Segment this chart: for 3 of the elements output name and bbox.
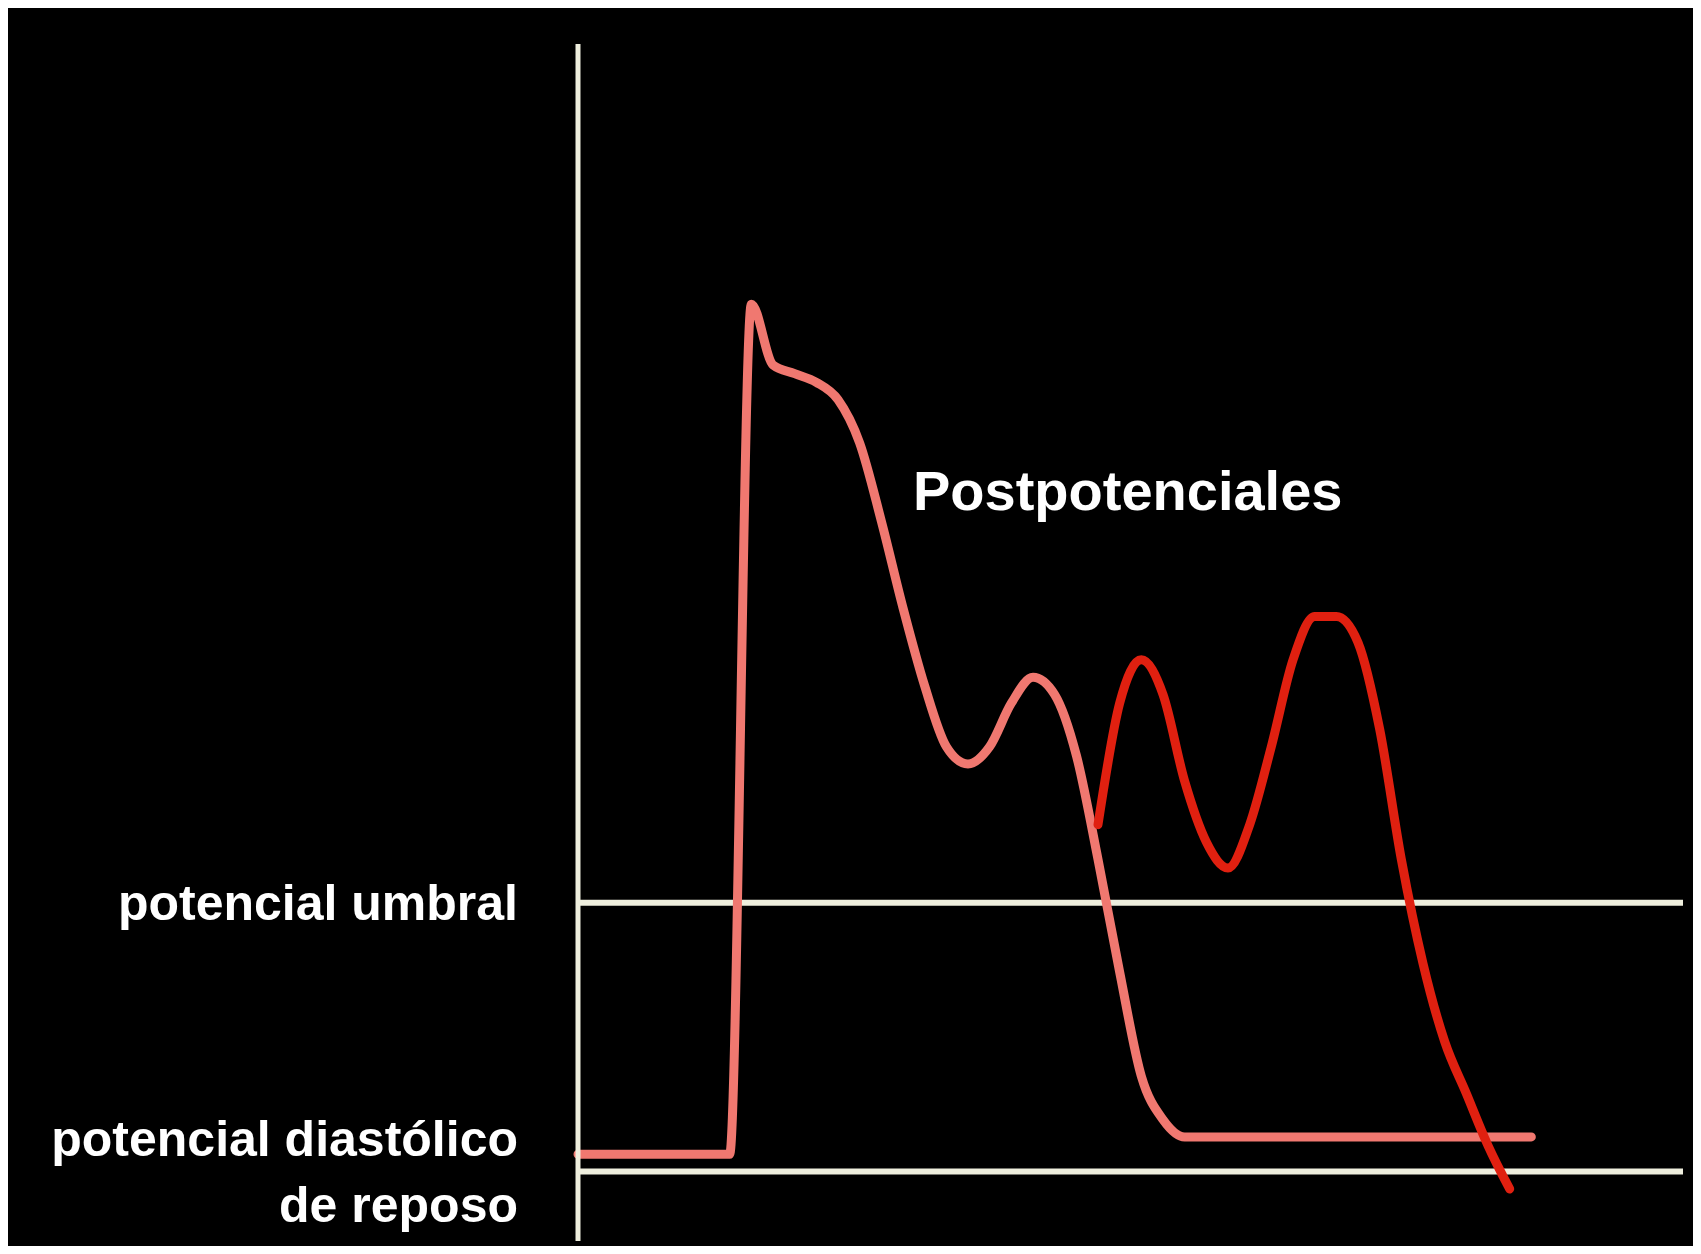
annotation: Postpotenciales: [913, 458, 1343, 523]
ref-line-label: potencial diastólico de reposo: [51, 1110, 518, 1233]
ref-line-label: potencial umbral: [117, 874, 518, 931]
